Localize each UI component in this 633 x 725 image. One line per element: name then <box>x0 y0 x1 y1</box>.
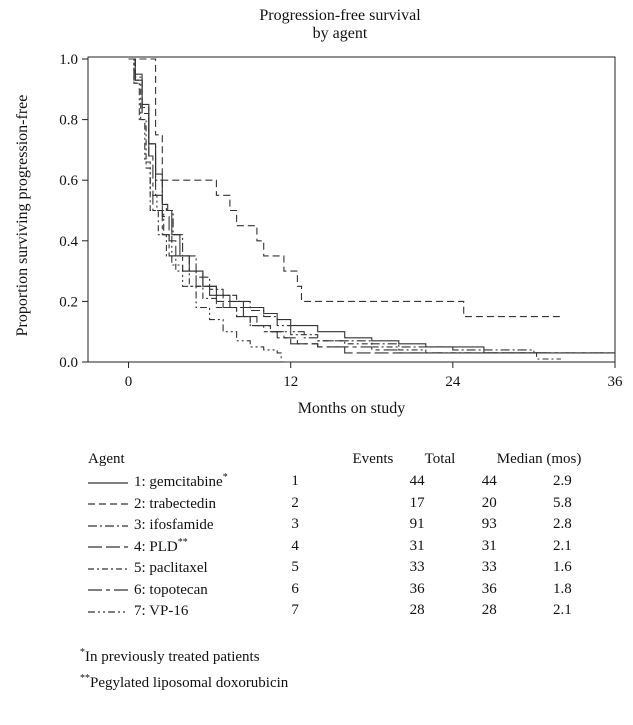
median-cell: 2.1 <box>553 537 572 554</box>
x-tick-label: 36 <box>608 374 624 390</box>
table-row: 7: VP-16 7 28 28 2.1 <box>88 600 628 622</box>
footnote-2-text: Pegylated liposomal doxorubicin <box>90 675 289 691</box>
legend-swatch <box>88 525 128 527</box>
agent-cell: 5: paclitaxel <box>88 557 291 579</box>
agent-label: 1: gemcitabine <box>134 474 223 491</box>
legend-swatch <box>88 546 128 548</box>
y-tick-label: 0.2 <box>59 294 78 310</box>
table-row: 5: paclitaxel 5 33 33 1.6 <box>88 557 628 579</box>
series-line-5 <box>128 58 561 360</box>
agent-label: 7: VP-16 <box>134 603 189 620</box>
agent-index: 3 <box>291 516 299 533</box>
footnote-1: *In previously treated patients <box>80 647 288 673</box>
header-events: Events <box>352 450 394 467</box>
agent-label: 3: ifosfamide <box>134 517 214 534</box>
footnote-1-mark: * <box>80 647 85 658</box>
median-cell: 2.1 <box>553 602 572 619</box>
y-tick-label: 0.8 <box>59 113 78 129</box>
series-line-4 <box>128 58 615 354</box>
y-tick-label: 0.0 <box>59 355 78 371</box>
series-line-1 <box>128 58 548 354</box>
header-median: Median (mos) <box>496 450 582 467</box>
table-row: 2: trabectedin 2 17 20 5.8 <box>88 493 628 515</box>
median-cell: 5.8 <box>553 494 572 511</box>
x-axis-label: Months on study <box>298 400 406 417</box>
agent-label: 5: paclitaxel <box>134 560 208 577</box>
chart-title-line-2: by agent <box>313 25 368 42</box>
chart-title-line-1: Progression-free survival <box>259 7 421 24</box>
agent-index: 4 <box>291 537 299 554</box>
legend-swatch <box>88 503 128 505</box>
x-tick-label: 24 <box>445 374 461 390</box>
y-axis-label-text: Proportion surviving progression-free <box>14 95 31 337</box>
plot-frame <box>87 56 616 363</box>
events-cell: 44 <box>409 473 425 490</box>
series-line-6 <box>128 58 615 354</box>
table-header-row: Agent Events Total Median (mos) <box>88 447 628 471</box>
series-line-3 <box>128 58 615 354</box>
median-cell: 2.8 <box>553 516 572 533</box>
total-cell: 31 <box>481 537 497 554</box>
x-tick-label: 12 <box>283 374 298 390</box>
events-cell: 17 <box>409 494 425 511</box>
footnote-2: **Pegylated liposomal doxorubicin <box>80 673 288 692</box>
agent-index: 2 <box>291 494 299 511</box>
footnotes: *In previously treated patients **Pegyla… <box>80 647 288 692</box>
y-tick-label: 0.6 <box>59 173 78 189</box>
legend-swatch <box>88 482 128 484</box>
agent-cell: 1: gemcitabine* <box>88 471 291 493</box>
header-agent: Agent <box>88 450 125 467</box>
y-axis-label: Proportion surviving progression-free <box>14 95 31 337</box>
events-cell: 31 <box>409 537 425 554</box>
agent-cell: 6: topotecan <box>88 579 291 601</box>
table-row: 3: ifosfamide 3 91 93 2.8 <box>88 514 628 536</box>
agent-label: 6: topotecan <box>134 581 208 598</box>
agent-index: 7 <box>291 602 299 619</box>
total-cell: 33 <box>481 559 497 576</box>
agent-label: 4: PLD <box>134 538 178 555</box>
x-tick-label: 0 <box>125 374 133 390</box>
y-tick-label: 1.0 <box>59 52 78 68</box>
agent-cell: 7: VP-16 <box>88 600 291 622</box>
events-cell: 36 <box>409 580 425 597</box>
y-tick-label: 0.4 <box>59 234 78 250</box>
legend-swatch <box>88 568 128 570</box>
table-row: 1: gemcitabine* 1 44 44 2.9 <box>88 471 628 493</box>
agent-cell: 4: PLD** <box>88 536 291 558</box>
footnote-2-mark: ** <box>80 673 90 684</box>
agent-footnote-mark: ** <box>177 536 188 548</box>
series-line-2 <box>128 58 561 318</box>
survival-curves <box>128 58 615 363</box>
agent-index: 5 <box>291 559 299 576</box>
agent-index: 6 <box>291 580 299 597</box>
agent-label: 2: trabectedin <box>134 495 217 512</box>
events-cell: 91 <box>409 516 425 533</box>
total-cell: 28 <box>481 602 497 619</box>
agent-table: Agent Events Total Median (mos) 1: gemci… <box>88 447 628 622</box>
median-cell: 1.6 <box>553 559 572 576</box>
agent-cell: 2: trabectedin <box>88 493 291 515</box>
header-total: Total <box>424 450 456 467</box>
table-row: 6: topotecan 6 36 36 1.8 <box>88 579 628 601</box>
median-cell: 2.9 <box>553 473 572 490</box>
agent-index: 1 <box>291 473 299 490</box>
median-cell: 1.8 <box>553 580 572 597</box>
total-cell: 44 <box>481 473 497 490</box>
agent-footnote-mark: * <box>222 472 228 484</box>
axis-ticks: 0.0 0.2 0.4 0.6 0.8 1.0 0 12 24 36 <box>59 52 623 390</box>
events-cell: 28 <box>409 602 425 619</box>
footnote-1-text: In previously treated patients <box>85 649 260 665</box>
legend-swatch <box>88 589 128 591</box>
agent-cell: 3: ifosfamide <box>88 514 291 536</box>
series-line-7 <box>128 58 291 363</box>
legend-swatch <box>88 611 128 613</box>
total-cell: 20 <box>481 494 497 511</box>
events-cell: 33 <box>409 559 425 576</box>
total-cell: 93 <box>481 516 497 533</box>
table-row: 4: PLD** 4 31 31 2.1 <box>88 536 628 558</box>
total-cell: 36 <box>481 580 497 597</box>
